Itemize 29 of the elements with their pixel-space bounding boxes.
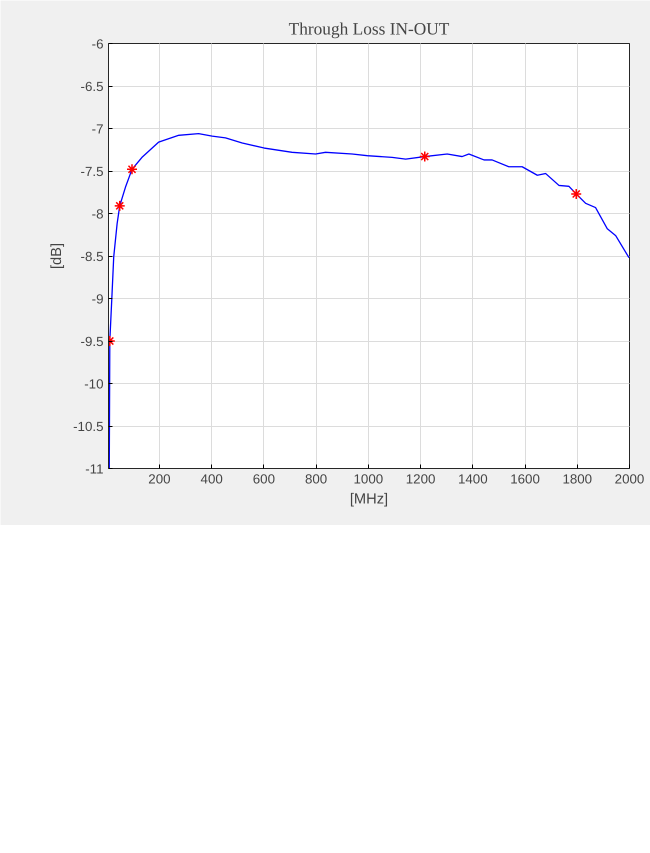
x-tick-label: 1200 (406, 472, 436, 486)
point (570, 188, 582, 200)
x-tick-label: 400 (200, 472, 223, 486)
x-tick-label: 1800 (562, 472, 592, 486)
y-tick-label: -11 (85, 462, 104, 476)
y-tick-label: -7 (92, 122, 104, 136)
y-axis-title: [dB] (49, 242, 66, 270)
y-tick-label: -7.5 (80, 164, 104, 179)
y-tick-label: -10 (84, 376, 104, 392)
line-series (108, 132, 630, 468)
x-tick-label: 1400 (458, 472, 488, 486)
point (419, 150, 431, 162)
y-tick-label: -6.5 (80, 79, 104, 94)
x-tick-label: 200 (148, 472, 171, 486)
point (126, 164, 138, 176)
x-tick-label: 2000 (614, 472, 644, 486)
y-tick-label: -8 (92, 206, 104, 222)
chart-title: Through Loss IN-OUT (288, 20, 450, 38)
x-tick-label: 600 (252, 472, 276, 486)
x-tick-label: 1600 (510, 472, 540, 486)
y-tick-label: -8.5 (80, 249, 104, 264)
x-axis-title: [MHz] (350, 492, 388, 508)
point (114, 200, 126, 212)
x-tick-label: 1000 (354, 472, 384, 486)
y-tick-label: -6 (92, 36, 104, 52)
y-tick-label: -10.5 (73, 419, 104, 434)
y-tick-label: -9 (92, 292, 104, 306)
y-tick-label: -9.5 (80, 334, 104, 349)
x-tick-label: 800 (305, 472, 328, 486)
